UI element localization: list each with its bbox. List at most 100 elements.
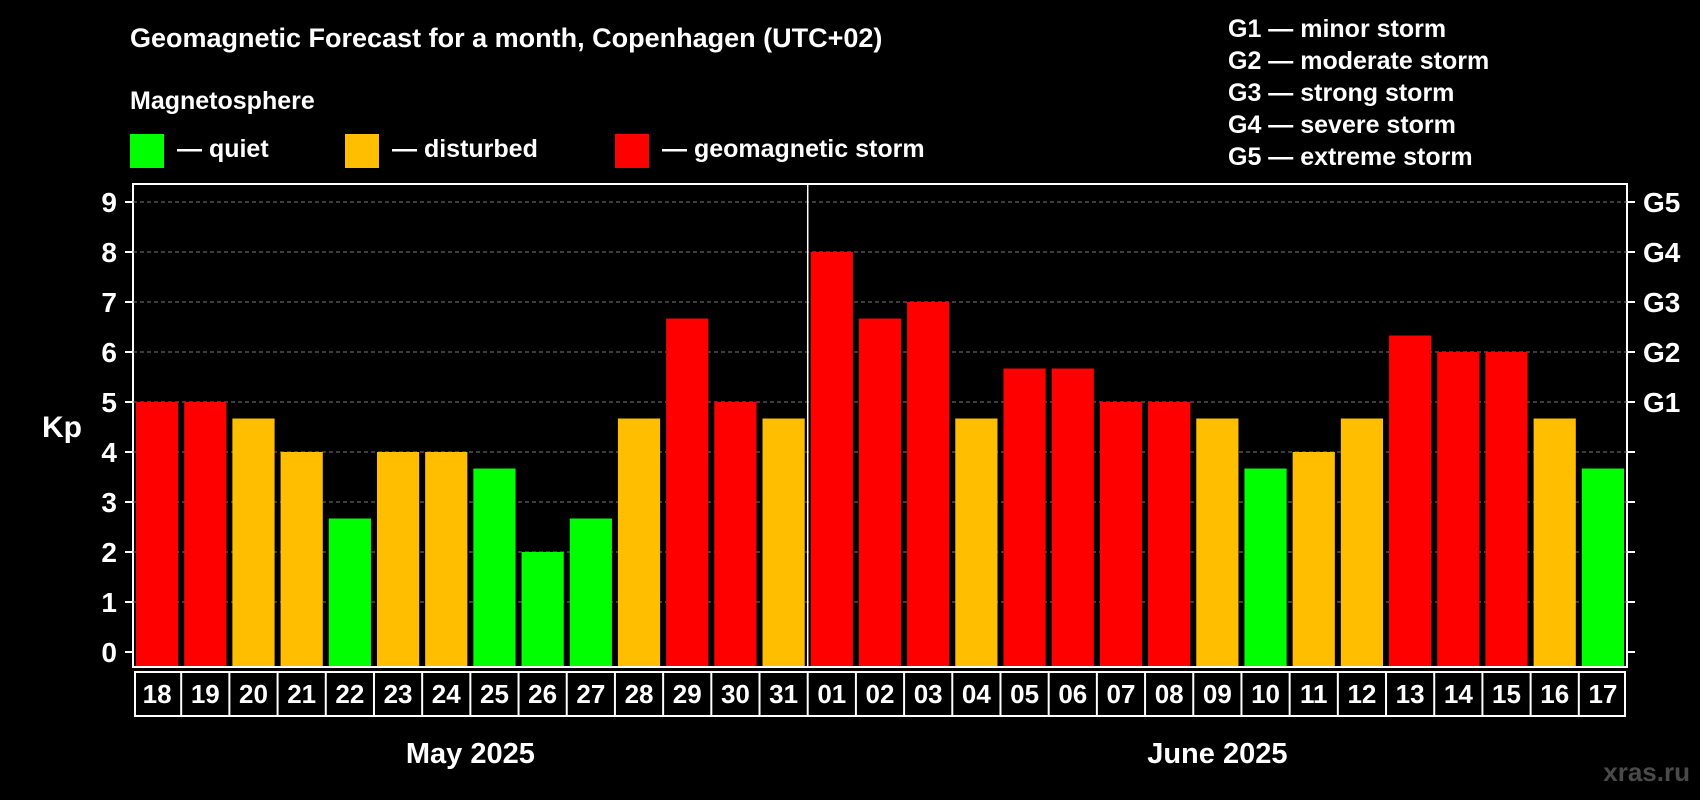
bar-26 xyxy=(521,552,564,666)
date-label-24: 24 xyxy=(432,679,461,709)
date-label-29: 29 xyxy=(673,679,702,709)
date-label-12: 12 xyxy=(1347,679,1376,709)
bar-05 xyxy=(1003,368,1046,666)
bar-02 xyxy=(858,318,902,666)
bar-29 xyxy=(666,318,709,666)
storm-level-4: G4 — severe storm xyxy=(1228,111,1456,139)
date-label-02: 02 xyxy=(866,679,895,709)
legend-swatch-storm xyxy=(615,134,649,168)
date-label-15: 15 xyxy=(1492,679,1521,709)
y-tick-label-2: 2 xyxy=(101,537,117,568)
bar-06 xyxy=(1051,368,1094,666)
bar-17 xyxy=(1581,468,1624,666)
date-label-20: 20 xyxy=(239,679,268,709)
date-label-27: 27 xyxy=(576,679,605,709)
date-label-23: 23 xyxy=(384,679,413,709)
date-label-04: 04 xyxy=(962,679,991,709)
date-label-30: 30 xyxy=(721,679,750,709)
bar-30 xyxy=(714,402,757,666)
bar-20 xyxy=(232,418,275,666)
bar-28 xyxy=(617,418,661,666)
bar-03 xyxy=(907,302,950,666)
g-scale-label-g5: G5 xyxy=(1643,187,1680,218)
bar-23 xyxy=(376,452,420,666)
bar-27 xyxy=(569,518,612,666)
date-label-05: 05 xyxy=(1010,679,1039,709)
legend-label-disturbed: — disturbed xyxy=(392,135,538,163)
legend: — quiet — disturbed — geomagnetic storm xyxy=(130,134,925,168)
bar-24 xyxy=(425,452,468,666)
month-label-2: June 2025 xyxy=(1147,738,1287,770)
legend-label-quiet: — quiet xyxy=(177,135,269,163)
bar-16 xyxy=(1533,418,1576,666)
date-label-16: 16 xyxy=(1540,679,1569,709)
date-label-06: 06 xyxy=(1058,679,1087,709)
y-tick-label-0: 0 xyxy=(101,637,117,668)
g-scale-label-g4: G4 xyxy=(1643,237,1681,268)
bar-11 xyxy=(1292,452,1335,666)
y-tick-label-6: 6 xyxy=(101,337,117,368)
month-label-1: May 2025 xyxy=(406,738,535,770)
date-label-22: 22 xyxy=(335,679,364,709)
legend-heading: Magnetosphere xyxy=(130,87,315,115)
bar-01 xyxy=(810,252,853,666)
storm-level-3: G3 — strong storm xyxy=(1228,79,1454,107)
bar-09 xyxy=(1196,418,1239,666)
bar-22 xyxy=(328,518,371,666)
date-label-21: 21 xyxy=(287,679,316,709)
date-label-14: 14 xyxy=(1444,679,1473,709)
date-label-11: 11 xyxy=(1300,679,1328,709)
bar-19 xyxy=(184,402,227,666)
g-scale-label-g2: G2 xyxy=(1643,337,1680,368)
storm-levels-list: G1 — minor storm G2 — moderate storm G3 — … xyxy=(1228,15,1489,171)
bar-21 xyxy=(280,452,323,666)
bar-15 xyxy=(1485,352,1528,666)
watermark: xras.ru xyxy=(1603,757,1690,787)
bar-12 xyxy=(1340,418,1384,666)
y-tick-label-3: 3 xyxy=(101,487,117,518)
date-label-03: 03 xyxy=(914,679,943,709)
date-label-08: 08 xyxy=(1155,679,1184,709)
date-label-26: 26 xyxy=(528,679,557,709)
date-label-13: 13 xyxy=(1396,679,1425,709)
legend-swatch-disturbed xyxy=(345,134,379,168)
date-label-07: 07 xyxy=(1107,679,1136,709)
bar-18 xyxy=(136,402,179,666)
y-tick-label-8: 8 xyxy=(101,237,117,268)
storm-level-1: G1 — minor storm xyxy=(1228,15,1446,43)
date-label-01: 01 xyxy=(817,679,846,709)
legend-label-storm: — geomagnetic storm xyxy=(662,135,925,163)
date-label-17: 17 xyxy=(1588,679,1617,709)
y-tick-label-5: 5 xyxy=(101,387,117,418)
y-axis-label: Kp xyxy=(42,411,82,444)
bar-08 xyxy=(1148,402,1191,666)
date-axis-frame xyxy=(134,671,1626,717)
bar-07 xyxy=(1099,402,1143,666)
date-label-19: 19 xyxy=(191,679,220,709)
y-tick-label-9: 9 xyxy=(101,187,117,218)
y-tick-label-1: 1 xyxy=(101,587,117,618)
y-tick-label-7: 7 xyxy=(101,287,117,318)
storm-level-5: G5 — extreme storm xyxy=(1228,143,1473,171)
storm-level-2: G2 — moderate storm xyxy=(1228,47,1489,75)
date-label-25: 25 xyxy=(480,679,509,709)
date-label-28: 28 xyxy=(625,679,654,709)
bar-13 xyxy=(1389,335,1432,666)
plot-frame xyxy=(132,183,1628,668)
date-label-18: 18 xyxy=(143,679,172,709)
bar-14 xyxy=(1437,352,1480,666)
g-scale-label-g3: G3 xyxy=(1643,287,1680,318)
date-label-10: 10 xyxy=(1251,679,1280,709)
g-scale-label-g1: G1 xyxy=(1643,387,1680,418)
date-label-09: 09 xyxy=(1203,679,1232,709)
bar-04 xyxy=(955,418,998,666)
bar-25 xyxy=(473,468,516,666)
chart-title: Geomagnetic Forecast for a month, Copenh… xyxy=(130,23,882,53)
bar-31 xyxy=(762,418,805,666)
y-tick-label-4: 4 xyxy=(101,437,117,468)
legend-swatch-quiet xyxy=(130,134,164,168)
date-label-31: 31 xyxy=(769,679,798,709)
bar-10 xyxy=(1244,468,1287,666)
